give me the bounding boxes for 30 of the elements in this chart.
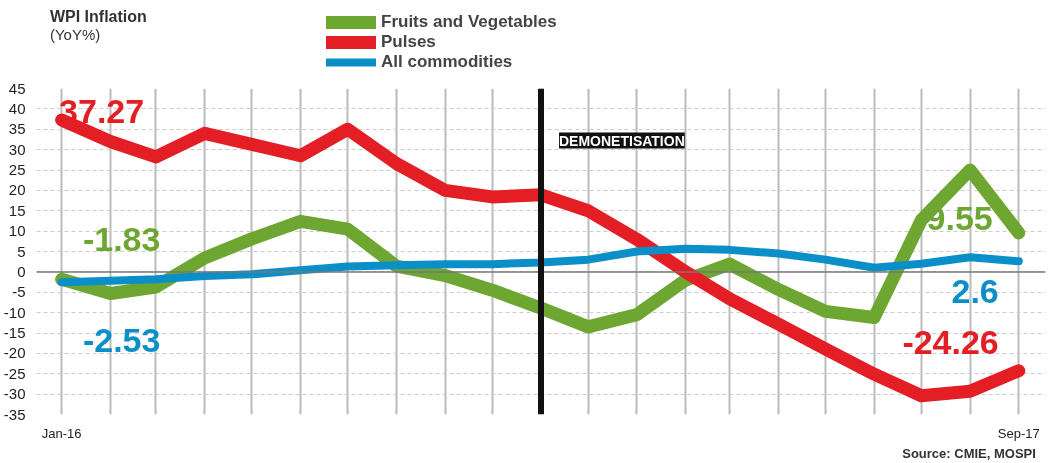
data-label: -24.26	[902, 323, 999, 362]
chart-subtitle: (YoY%)	[49, 25, 101, 43]
y-tick-label: 40	[8, 99, 26, 117]
y-tick-label: 45	[8, 79, 26, 97]
y-tick-label: -5	[12, 283, 26, 301]
y-tick-label: 30	[8, 140, 26, 158]
y-tick-label: 10	[8, 222, 26, 240]
y-tick-label: 35	[8, 120, 26, 138]
y-tick-label: 25	[8, 161, 26, 178]
data-label: 2.6	[951, 271, 999, 310]
y-tick-label: 20	[8, 181, 26, 199]
y-tick-label: -25	[3, 364, 26, 382]
x-tick-label: Jan-16	[41, 425, 82, 441]
source-note: Source: CMIE, MOSPI	[902, 445, 1036, 461]
legend-label: All commodities	[381, 52, 513, 72]
y-tick-label: -15	[3, 324, 26, 341]
y-tick-label: 0	[17, 262, 26, 280]
chart-title: WPI Inflation	[49, 7, 147, 25]
legend-label: Fruits and Vegetables	[381, 12, 557, 32]
ref-line-label: DEMONETISATION	[559, 132, 685, 149]
y-tick-label: -10	[3, 303, 26, 321]
x-tick-label: Sep-17	[997, 425, 1040, 441]
y-tick-label: 15	[8, 201, 26, 219]
legend-label: Pulses	[381, 32, 436, 52]
y-tick-label: -35	[3, 405, 26, 423]
data-label: -1.83	[82, 219, 161, 258]
y-tick-label: 5	[17, 242, 26, 260]
y-tick-label: -20	[3, 344, 26, 362]
y-tick-label: -30	[3, 385, 26, 403]
data-label: -2.53	[82, 320, 161, 359]
